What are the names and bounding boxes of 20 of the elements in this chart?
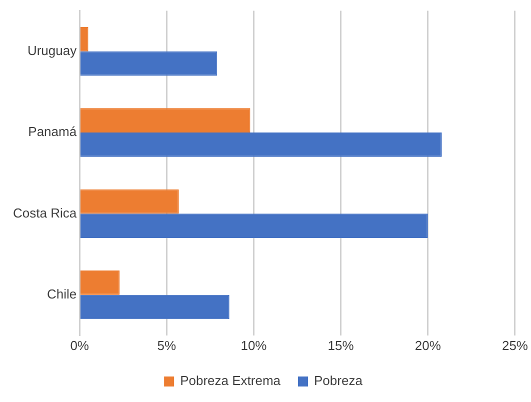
- y-tick-label: Panamá: [28, 124, 78, 140]
- bar: [80, 189, 179, 214]
- x-tick-label: 15%: [328, 338, 354, 353]
- y-tick-label: Chile: [46, 286, 77, 302]
- bar: [80, 51, 218, 76]
- bar: [80, 132, 442, 157]
- x-tick-label: 20%: [414, 338, 442, 353]
- x-tick-label: 5%: [157, 338, 176, 353]
- bar: [80, 27, 88, 52]
- bar: [80, 294, 230, 320]
- bar: [80, 108, 250, 133]
- legend-label: Pobreza: [314, 373, 364, 388]
- x-tick-label: 25%: [502, 338, 528, 353]
- bar: [80, 214, 428, 238]
- y-tick-label: Costa Rica: [13, 205, 78, 220]
- x-tick-label: 10%: [240, 338, 268, 353]
- legend-label: Pobreza Extrema: [180, 373, 282, 388]
- y-tick-label: Uruguay: [27, 42, 78, 58]
- x-tick-label: 0%: [70, 338, 90, 353]
- bar: [80, 270, 120, 295]
